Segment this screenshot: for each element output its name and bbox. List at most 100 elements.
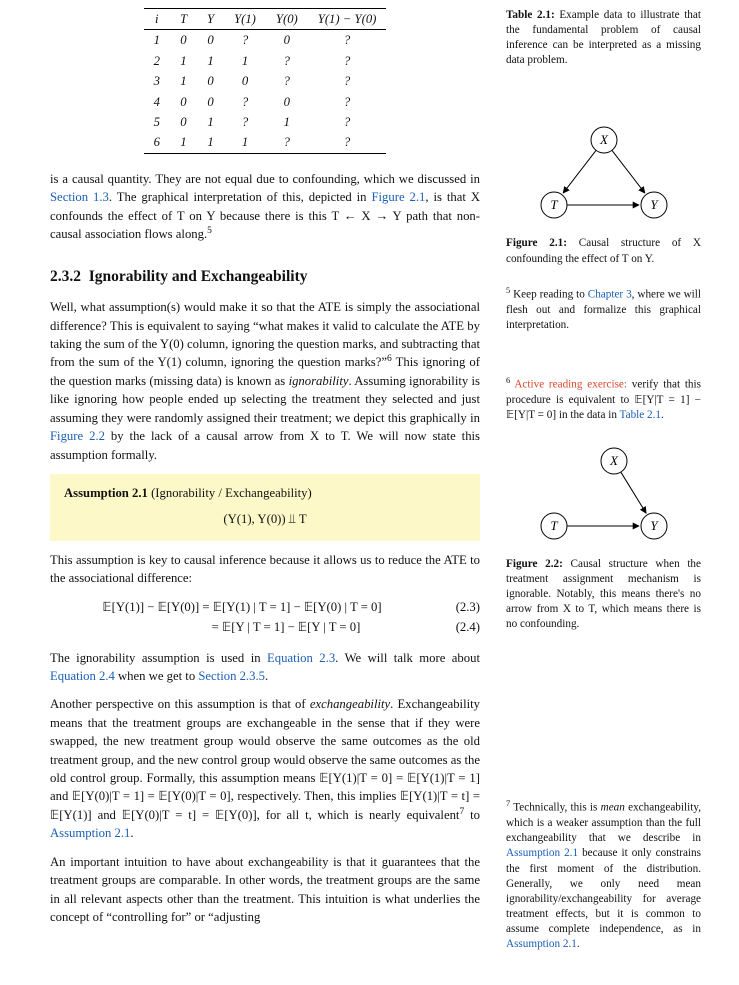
- link-section-1-3[interactable]: Section 1.3: [50, 190, 109, 204]
- spacer: [506, 86, 701, 120]
- table-cell: 1: [197, 112, 224, 132]
- svg-text:T: T: [550, 518, 558, 533]
- table-cell: 1: [224, 132, 266, 153]
- term-exchangeability: exchangeability: [310, 697, 390, 711]
- figure-2-2-svg-container: XTY: [506, 441, 701, 551]
- table-cell: ?: [308, 30, 387, 51]
- table-cell: ?: [224, 112, 266, 132]
- table-cell: ?: [266, 132, 308, 153]
- table-row: 100?0?: [144, 30, 387, 51]
- table-body: 100?0?2111??3100??400?0?501?1?6111??: [144, 30, 387, 153]
- figure-2-2: XTY Figure 2.2: Causal structure when th…: [506, 441, 701, 633]
- link-assumption-2-1-a[interactable]: Assumption 2.1: [506, 847, 578, 859]
- assumption-title-line: Assumption 2.1 (Ignorability / Exchangea…: [64, 484, 466, 502]
- th-i: i: [144, 9, 170, 30]
- text: because it only constrains the first mom…: [506, 847, 701, 935]
- table-cell: 0: [266, 92, 308, 112]
- link-table-2-1[interactable]: Table 2.1: [620, 409, 661, 421]
- equation-2-4: = 𝔼[Y | T = 1] − 𝔼[Y | T = 0] (2.4): [50, 618, 480, 636]
- table-cell: 4: [144, 92, 170, 112]
- svg-text:X: X: [599, 132, 609, 147]
- table-cell: 1: [197, 51, 224, 71]
- text: by the lack of a causal arrow from X to …: [50, 429, 480, 461]
- text: . We will talk more about: [335, 651, 480, 665]
- table-cell: 2: [144, 51, 170, 71]
- link-assumption-2-1-b[interactable]: Assumption 2.1: [506, 938, 577, 950]
- table-2-1-caption: Table 2.1: Example data to illustrate th…: [506, 8, 701, 68]
- table-cell: ?: [266, 51, 308, 71]
- text: is a causal quantity. They are not equal…: [50, 172, 480, 186]
- text: The ignorability assumption is used in: [50, 651, 267, 665]
- footnote-ref-5[interactable]: 5: [207, 226, 212, 236]
- table-cell: ?: [224, 30, 266, 51]
- paragraph-confounding: is a causal quantity. They are not equal…: [50, 170, 480, 244]
- footnote-7: 7 Technically, this is mean exchangeabil…: [506, 798, 701, 952]
- table-row: 3100??: [144, 71, 387, 91]
- assumption-equation: (Y(1), Y(0)) ⫫ T: [64, 510, 466, 528]
- equation-block-2-3-2-4: 𝔼[Y(1)] − 𝔼[Y(0)] = 𝔼[Y(1) | T = 1] − 𝔼[…: [50, 598, 480, 637]
- table-cell: ?: [308, 51, 387, 71]
- assumption-label: Assumption 2.1: [64, 486, 148, 500]
- table-cell: 0: [224, 71, 266, 91]
- table-cell: 1: [197, 132, 224, 153]
- th-T: T: [170, 9, 197, 30]
- table-cell: ?: [308, 92, 387, 112]
- section-number: 2.3.2: [50, 268, 81, 285]
- table-cell: 1: [170, 132, 197, 153]
- link-assumption-2-1[interactable]: Assumption 2.1: [50, 826, 130, 840]
- table-cell: 1: [170, 51, 197, 71]
- svg-text:T: T: [550, 197, 558, 212]
- text: .: [265, 669, 268, 683]
- side-column: Table 2.1: Example data to illustrate th…: [506, 8, 701, 952]
- active-reading-label: Active reading exercise:: [510, 378, 627, 390]
- caption-label: Table 2.1:: [506, 9, 555, 21]
- table-cell: ?: [308, 112, 387, 132]
- link-equation-2-3[interactable]: Equation 2.3: [267, 651, 335, 665]
- section-heading-2-3-2: 2.3.2 Ignorability and Exchangeability: [50, 266, 480, 288]
- link-figure-2-1[interactable]: Figure 2.1: [371, 190, 425, 204]
- table-cell: 0: [197, 92, 224, 112]
- text: Technically, this is: [510, 802, 600, 814]
- table-cell: ?: [224, 92, 266, 112]
- table-cell: 0: [266, 30, 308, 51]
- table-cell: 6: [144, 132, 170, 153]
- table-cell: 5: [144, 112, 170, 132]
- table-cell: 0: [170, 112, 197, 132]
- table-cell: 3: [144, 71, 170, 91]
- table-cell: 0: [197, 30, 224, 51]
- section-title: Ignorability and Exchangeability: [89, 268, 308, 285]
- table-cell: 0: [170, 92, 197, 112]
- term-ignorability: ignorability: [289, 374, 349, 388]
- paragraph-intuition: An important intuition to have about exc…: [50, 853, 480, 927]
- th-Y1: Y(1): [224, 9, 266, 30]
- paragraph-exchangeability: Another perspective on this assumption i…: [50, 695, 480, 842]
- two-column-layout: i T Y Y(1) Y(0) Y(1) − Y(0) 100?0?2111??…: [50, 8, 711, 952]
- assumption-2-1-box: Assumption 2.1 (Ignorability / Exchangea…: [50, 474, 480, 541]
- main-column: i T Y Y(1) Y(0) Y(1) − Y(0) 100?0?2111??…: [50, 8, 480, 952]
- figure-2-1-svg-container: XTY: [506, 120, 701, 230]
- caption-label: Figure 2.2:: [506, 558, 563, 570]
- figure-2-1-caption: Figure 2.1: Causal structure of X confou…: [506, 236, 701, 266]
- paragraph-reduce-ate: This assumption is key to causal inferen…: [50, 551, 480, 588]
- term-mean: mean: [601, 802, 625, 814]
- figure-2-1-diagram: XTY: [529, 120, 679, 230]
- link-chapter-3[interactable]: Chapter 3: [588, 288, 632, 300]
- text: when we get to: [115, 669, 199, 683]
- svg-text:X: X: [609, 453, 619, 468]
- table-cell: ?: [308, 132, 387, 153]
- table-cell: ?: [266, 71, 308, 91]
- spacer: [506, 351, 701, 375]
- text: Keep reading to: [510, 288, 588, 300]
- table-cell: 0: [197, 71, 224, 91]
- text: . The graphical interpretation of this, …: [109, 190, 372, 204]
- paragraph-ignorability-intro: Well, what assumption(s) would make it s…: [50, 298, 480, 464]
- link-section-2-3-5[interactable]: Section 2.3.5: [198, 669, 265, 683]
- link-equation-2-4[interactable]: Equation 2.4: [50, 669, 115, 683]
- figure-2-1: XTY Figure 2.1: Causal structure of X co…: [506, 120, 701, 266]
- text: .: [577, 938, 580, 950]
- link-figure-2-2[interactable]: Figure 2.2: [50, 429, 105, 443]
- eq-body: = 𝔼[Y | T = 1] − 𝔼[Y | T = 0]: [50, 618, 434, 636]
- text: .: [130, 826, 133, 840]
- text: . Exchangeability means that the treatme…: [50, 697, 480, 822]
- footnote-5: 5 Keep reading to Chapter 3, where we wi…: [506, 285, 701, 333]
